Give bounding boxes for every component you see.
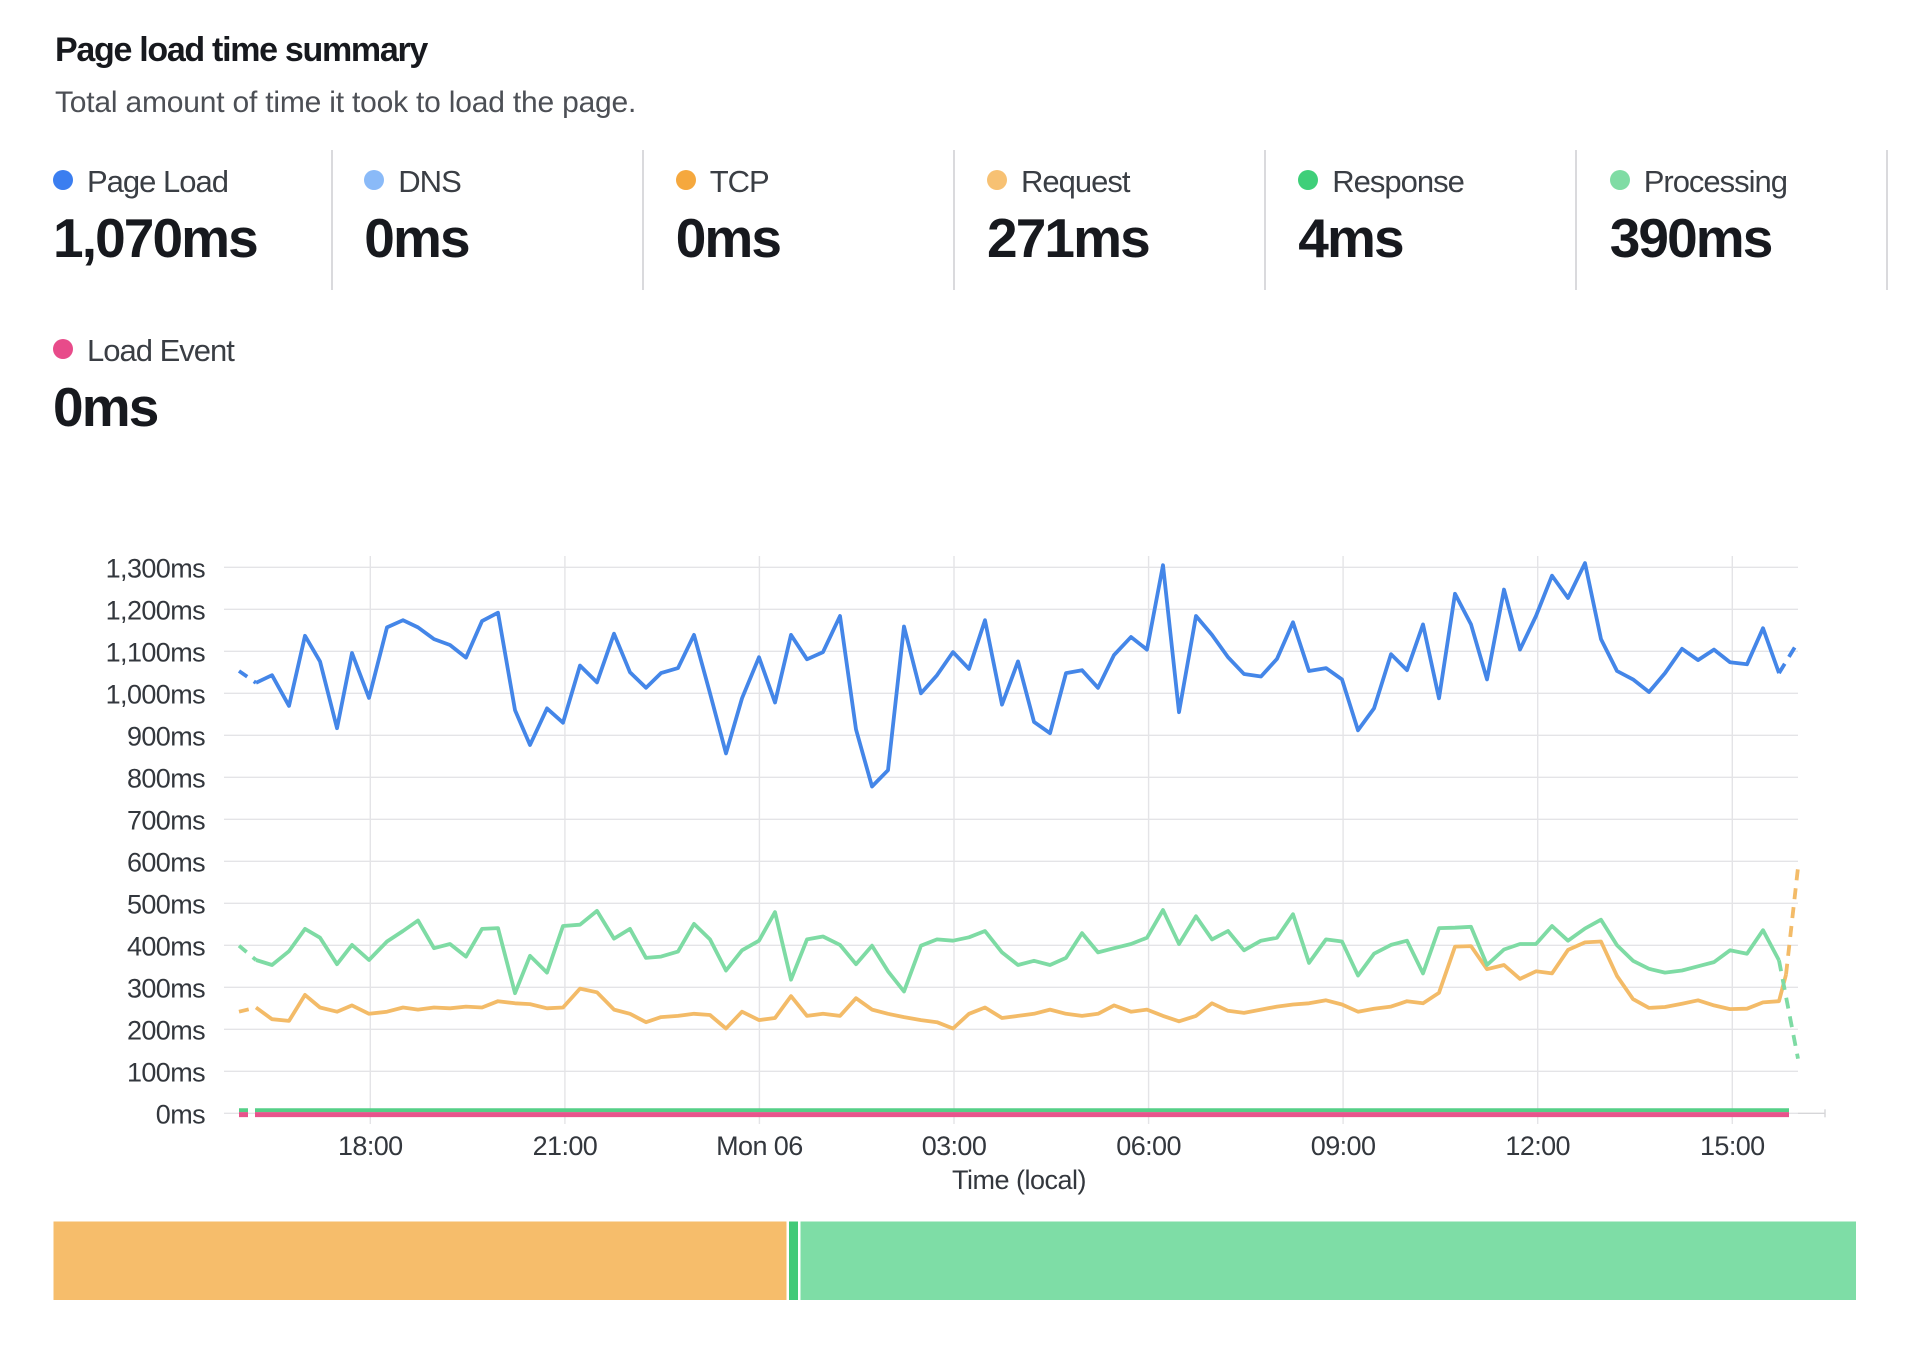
svg-text:1,100ms: 1,100ms: [106, 637, 205, 667]
svg-text:0ms: 0ms: [156, 1099, 205, 1129]
svg-text:200ms: 200ms: [127, 1015, 205, 1045]
svg-text:06:00: 06:00: [1116, 1131, 1181, 1161]
svg-text:500ms: 500ms: [127, 889, 205, 919]
svg-text:300ms: 300ms: [127, 973, 205, 1003]
svg-text:12:00: 12:00: [1505, 1131, 1570, 1161]
svg-text:900ms: 900ms: [127, 721, 205, 751]
svg-text:1,200ms: 1,200ms: [106, 595, 205, 625]
svg-text:1,000ms: 1,000ms: [106, 679, 205, 709]
svg-text:03:00: 03:00: [922, 1131, 987, 1161]
svg-text:21:00: 21:00: [533, 1131, 598, 1161]
svg-text:18:00: 18:00: [338, 1131, 403, 1161]
svg-text:15:00: 15:00: [1700, 1131, 1765, 1161]
svg-text:600ms: 600ms: [127, 847, 205, 877]
svg-text:800ms: 800ms: [127, 763, 205, 793]
svg-text:Time (local): Time (local): [952, 1165, 1086, 1195]
svg-text:400ms: 400ms: [127, 931, 205, 961]
svg-text:100ms: 100ms: [127, 1057, 205, 1087]
svg-text:Mon 06: Mon 06: [716, 1131, 802, 1161]
svg-text:1,300ms: 1,300ms: [106, 553, 205, 583]
svg-text:700ms: 700ms: [127, 805, 205, 835]
svg-text:09:00: 09:00: [1311, 1131, 1376, 1161]
